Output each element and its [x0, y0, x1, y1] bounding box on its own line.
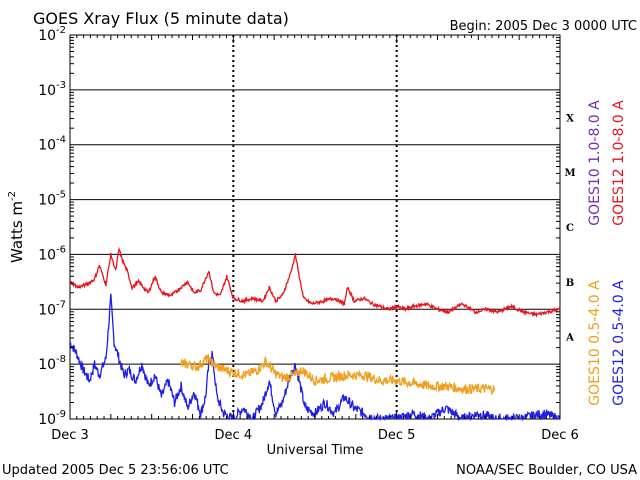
y-tick-base: 10: [38, 83, 56, 99]
plot-frame: [69, 34, 561, 420]
legend-short-wavelength: GOES10 0.5-4.0 A GOES12 0.5-4.0 A: [587, 280, 627, 406]
y-tick-label-5: 10-7: [38, 299, 66, 318]
flare-class-b: B: [566, 278, 574, 289]
y-tick-exp: -3: [56, 80, 66, 91]
series-goes12-0-5-4-0-a: [69, 293, 561, 422]
y-tick-exp: -8: [56, 354, 66, 365]
x-tick-label-3: Dec 6: [541, 428, 579, 443]
y-tick-base: 10: [38, 193, 56, 209]
flare-class-labels: X M C B A: [564, 113, 575, 343]
grid: [70, 34, 560, 420]
y-tick-label-3: 10-5: [38, 190, 66, 209]
y-tick-base: 10: [38, 357, 56, 373]
y-tick-label-7: 10-9: [38, 409, 66, 428]
y-tick-base: 10: [38, 302, 56, 318]
y-tick-exp: -5: [56, 190, 66, 201]
y-tick-base: 10: [38, 412, 56, 428]
y-tick-label-0: 10-2: [38, 25, 66, 44]
y-tick-exp: -9: [56, 409, 66, 420]
y-tick-base: 10: [38, 247, 56, 263]
y-tick-exp: -4: [56, 135, 66, 146]
y-axis-label: Watts m-2: [7, 191, 26, 263]
y-tick-base: 10: [38, 28, 56, 44]
y-axis-ticks: 10-210-310-410-510-610-710-810-9: [38, 25, 560, 428]
credit-label: NOAA/SEC Boulder, CO USA: [456, 463, 637, 478]
x-axis-ticks: Dec 3 Dec 4 Dec 5 Dec 6: [51, 35, 579, 443]
x-tick-label-0: Dec 3: [51, 428, 89, 443]
legend-long-wavelength: GOES10 1.0-8.0 A GOES12 1.0-8.0 A: [587, 100, 627, 226]
flare-class-a: A: [565, 333, 574, 344]
y-tick-exp: -7: [56, 299, 66, 310]
y-tick-label-2: 10-4: [38, 135, 66, 154]
legend-goes10-0-5-4-0-a: GOES10 0.5-4.0 A: [587, 280, 603, 406]
begin-label: Begin: 2005 Dec 3 0000 UTC: [450, 19, 637, 34]
y-tick-label-6: 10-8: [38, 354, 66, 373]
y-tick-exp: -6: [56, 244, 66, 255]
y-tick-exp: -2: [56, 25, 66, 36]
y-tick-base: 10: [38, 138, 56, 154]
updated-label: Updated 2005 Dec 5 23:56:06 UTC: [2, 463, 229, 478]
flare-class-m: M: [564, 168, 575, 179]
legend-goes12-0-5-4-0-a: GOES12 0.5-4.0 A: [611, 280, 627, 406]
series-goes10-0-5-4-0-a: [180, 353, 496, 397]
flare-class-c: C: [566, 223, 574, 234]
plot-area: 10-210-310-410-510-610-710-810-9 Dec 3 De…: [38, 25, 579, 443]
series-layer: [69, 246, 561, 422]
x-tick-label-2: Dec 5: [378, 428, 416, 443]
y-tick-label-4: 10-6: [38, 244, 66, 263]
y-tick-label-1: 10-3: [38, 80, 66, 99]
x-tick-label-1: Dec 4: [215, 428, 253, 443]
flare-class-x: X: [566, 113, 574, 124]
x-axis-label: Universal Time: [267, 443, 364, 458]
legend-goes12-1-0-8-0-a: GOES12 1.0-8.0 A: [611, 100, 627, 226]
series-goes12-1-0-8-0-a: [70, 246, 561, 318]
svg-text:Watts m-2: Watts m-2: [7, 191, 26, 263]
chart-title: GOES Xray Flux (5 minute data): [33, 9, 289, 28]
y-axis-label-exp: -2: [7, 191, 18, 201]
legend-goes10-1-0-8-0-a: GOES10 1.0-8.0 A: [587, 100, 603, 226]
y-axis-label-main: Watts m: [8, 201, 26, 263]
